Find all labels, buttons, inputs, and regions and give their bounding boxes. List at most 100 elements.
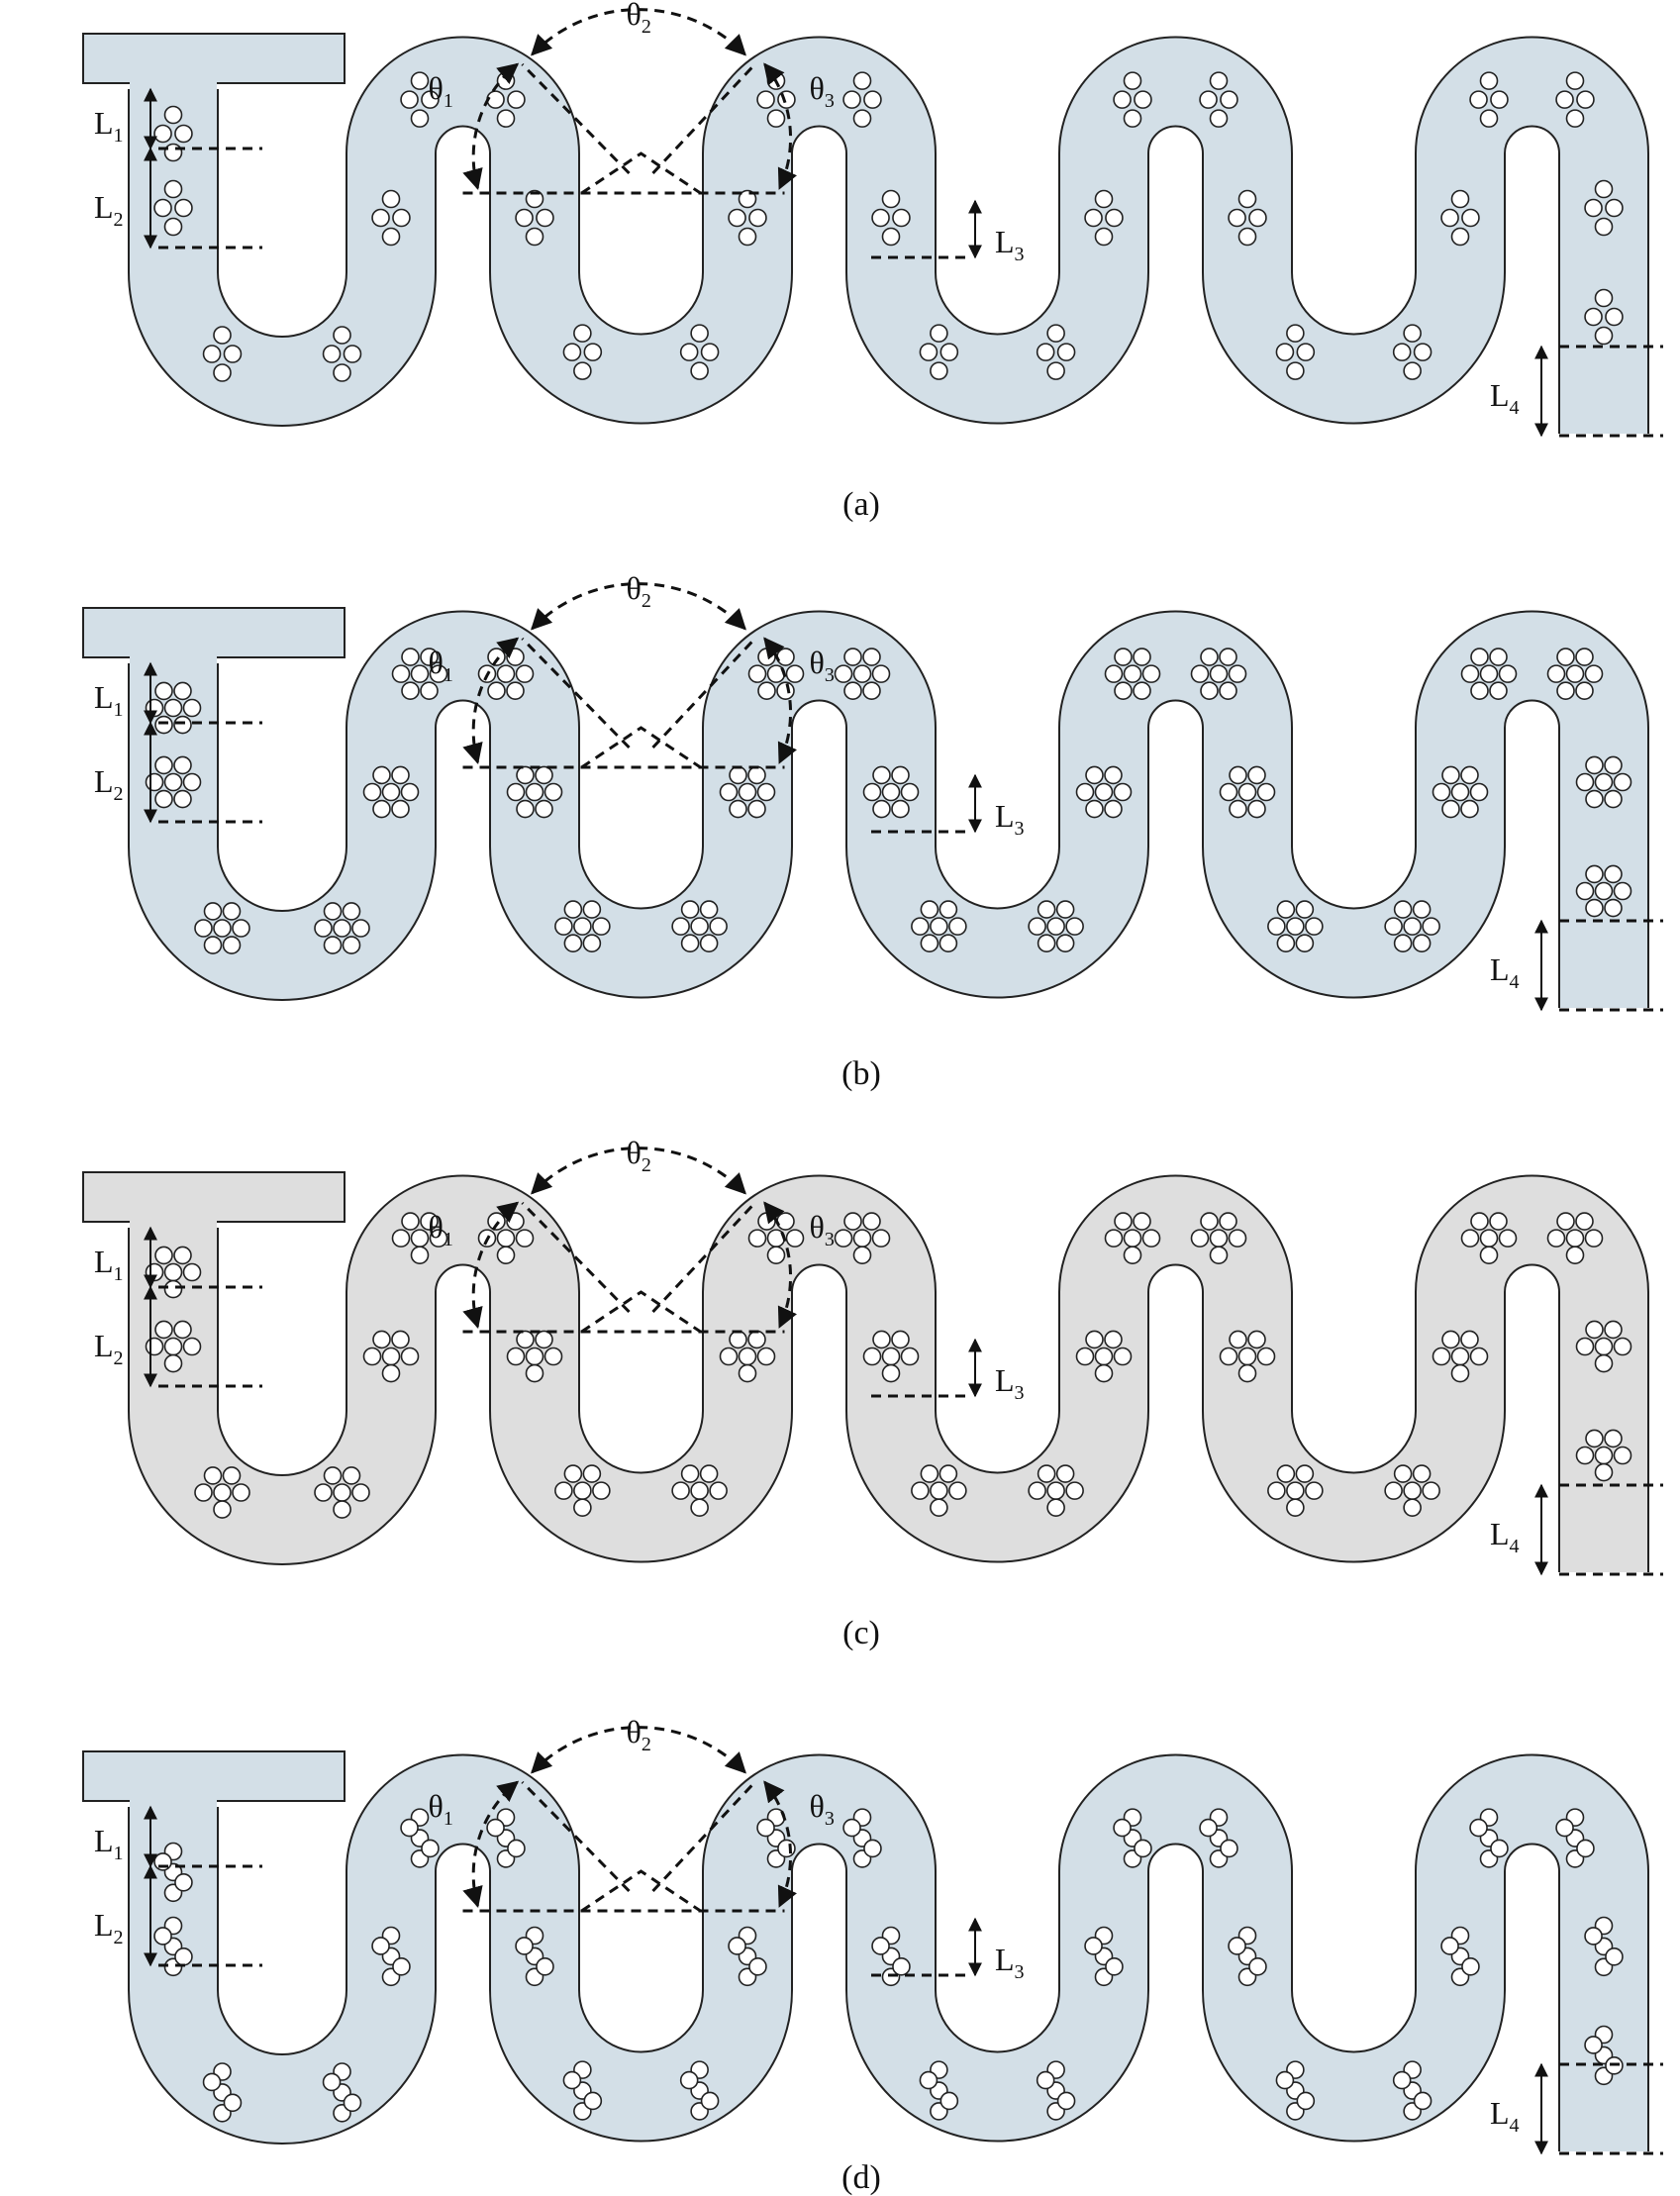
pillar xyxy=(163,143,183,162)
pillar xyxy=(1134,1839,1152,1858)
pillar xyxy=(843,681,862,701)
pillar xyxy=(1123,1246,1142,1265)
pillar xyxy=(1576,1839,1595,1858)
label-L4: L4 xyxy=(1490,377,1520,419)
pillar xyxy=(766,1246,786,1265)
pillar xyxy=(496,1229,516,1248)
inlet-junction xyxy=(130,79,217,99)
pillar xyxy=(1556,681,1575,701)
pillar xyxy=(939,343,959,361)
pillar xyxy=(930,917,948,936)
pillar xyxy=(391,664,411,683)
pillar xyxy=(421,90,440,109)
pillar xyxy=(1594,1446,1614,1465)
pillar xyxy=(1575,881,1595,901)
pillar xyxy=(1584,2036,1603,2054)
pillar xyxy=(948,1481,967,1500)
pillar xyxy=(163,105,183,125)
pillar xyxy=(400,1347,420,1366)
pillar xyxy=(525,1363,544,1383)
pillar xyxy=(1469,90,1488,109)
pillar xyxy=(834,664,853,683)
pillar xyxy=(1286,917,1305,936)
pillar xyxy=(892,208,911,228)
pillar xyxy=(563,1464,583,1483)
pillar xyxy=(728,1937,746,1955)
pillar xyxy=(679,2070,699,2090)
pillar xyxy=(1450,189,1470,209)
pillar xyxy=(154,1246,173,1265)
pillar xyxy=(1461,208,1480,228)
pillar xyxy=(525,782,544,802)
pillar xyxy=(1565,1229,1585,1248)
pillar xyxy=(1440,1937,1459,1955)
pillar xyxy=(1094,189,1114,209)
pillar xyxy=(1556,648,1575,666)
pillar xyxy=(1295,1464,1315,1483)
label-theta1: θ1 xyxy=(429,1788,453,1830)
pillar xyxy=(372,1330,391,1349)
pillar xyxy=(1209,109,1229,128)
pillar xyxy=(1104,1229,1124,1248)
pillar xyxy=(719,782,739,802)
pillar xyxy=(154,789,173,809)
pillar xyxy=(1036,2070,1055,2090)
pillar xyxy=(1470,1212,1489,1231)
outlet-cut xyxy=(1558,2151,1649,2157)
pillar xyxy=(1585,755,1604,775)
pillar xyxy=(381,782,401,802)
pillar xyxy=(1393,1464,1413,1483)
pillar xyxy=(392,1957,411,1976)
pillar xyxy=(163,179,183,199)
pillar xyxy=(213,919,232,938)
pillar xyxy=(1133,681,1151,701)
pillar xyxy=(1594,881,1614,901)
pillar xyxy=(535,799,553,819)
pillar xyxy=(729,765,747,785)
pillar xyxy=(1613,1337,1632,1356)
pillar xyxy=(881,1363,901,1383)
inlet-bar xyxy=(84,1173,344,1221)
pillar xyxy=(1199,90,1218,109)
pillar xyxy=(862,782,882,802)
pillar xyxy=(525,189,544,209)
pillar xyxy=(410,1246,430,1265)
pillar xyxy=(852,109,872,128)
label-L3: L3 xyxy=(995,1362,1025,1404)
pillar xyxy=(1604,898,1623,918)
pillar xyxy=(1229,1330,1247,1349)
pillar xyxy=(1228,208,1246,228)
pillar xyxy=(728,208,746,228)
pillar xyxy=(1085,765,1104,785)
pillar xyxy=(1046,1481,1065,1500)
pillar xyxy=(381,1363,401,1383)
pillar xyxy=(573,361,592,380)
pillar xyxy=(362,1347,382,1366)
pillar xyxy=(1036,343,1055,361)
pillar xyxy=(582,900,602,919)
pillar xyxy=(486,1818,505,1838)
label-L2: L2 xyxy=(94,1907,124,1948)
pillar xyxy=(154,755,173,775)
pillar xyxy=(776,681,795,701)
pillar xyxy=(1604,864,1623,884)
pillar xyxy=(410,109,430,128)
pillar xyxy=(323,902,343,921)
pillar xyxy=(400,90,419,109)
label-L1: L1 xyxy=(94,1823,124,1864)
pillar xyxy=(391,1330,410,1349)
pillar xyxy=(182,1262,202,1282)
pillar xyxy=(748,208,767,228)
pillar xyxy=(1037,900,1056,919)
pillar xyxy=(1113,90,1132,109)
pillar xyxy=(1228,1937,1246,1955)
panel-caption: (a) xyxy=(842,486,880,523)
pillar xyxy=(1037,1464,1056,1483)
panel-c: L1 L2 L3 L4 θ1 θ2 θ3 (c) xyxy=(82,1135,1663,1651)
pillar xyxy=(1134,90,1152,109)
pillar xyxy=(1575,1446,1595,1465)
pillar xyxy=(1470,648,1489,666)
pillar xyxy=(174,124,193,144)
pillar xyxy=(900,782,920,802)
pillar xyxy=(391,765,410,785)
